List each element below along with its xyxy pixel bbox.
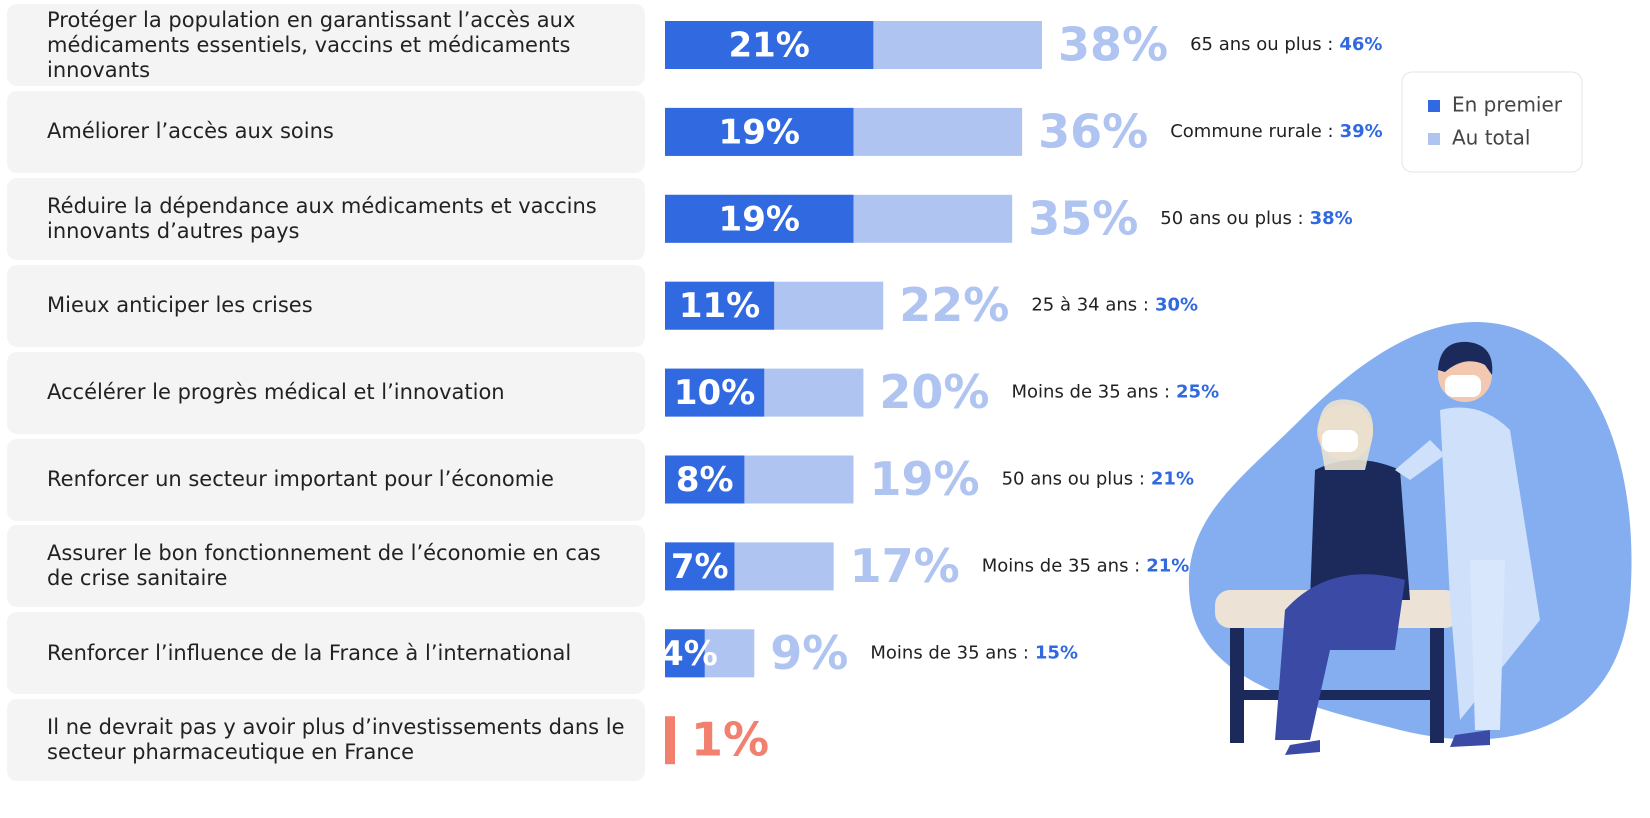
highlight-value: 21% <box>1151 469 1194 490</box>
first-value-label: 7% <box>671 547 729 587</box>
row-label-box: Mieux anticiper les crises <box>7 264 645 347</box>
category-label: Renforcer l’influence de la France à l’i… <box>47 640 572 665</box>
bar-first <box>665 107 854 156</box>
row-label-box: Renforcer un secteur important pour l’éc… <box>7 438 645 521</box>
highlight-label: 50 ans ou plus : <box>1160 208 1303 229</box>
row-label-box: Renforcer l’influence de la France à l’i… <box>7 612 645 695</box>
highlight-label: Commune rurale : <box>1170 121 1333 142</box>
highlight-label: 65 ans ou plus : <box>1190 34 1333 55</box>
illustration <box>1188 322 1632 755</box>
bar-first <box>665 21 874 69</box>
highlight-label: Moins de 35 ans : <box>982 555 1141 576</box>
highlight-value: 39% <box>1340 121 1383 142</box>
category-label: Il ne devrait pas y avoir plus d’investi… <box>47 715 625 765</box>
first-value-label: 21% <box>728 26 809 66</box>
bar-first <box>665 368 765 417</box>
legend-swatch <box>1428 100 1440 112</box>
first-value-label: 10% <box>674 373 755 413</box>
bar-first <box>665 542 735 591</box>
row-label-box: Il ne devrait pas y avoir plus d’investi… <box>7 699 645 782</box>
highlight-label: 25 à 34 ans : <box>1031 295 1149 316</box>
bar-total <box>665 716 675 765</box>
category-label: Assurer le bon fonctionnement de l’écono… <box>47 541 601 591</box>
category-label: Réduire la dépendance aux médicaments et… <box>47 193 597 243</box>
bar-first <box>665 455 745 504</box>
category-label: Renforcer un secteur important pour l’éc… <box>47 467 554 491</box>
highlight-label: Moins de 35 ans : <box>870 642 1029 663</box>
legend-box <box>1401 71 1583 173</box>
highlight-value: 21% <box>1146 555 1189 576</box>
legend-label: Au total <box>1452 126 1530 150</box>
category-label: Mieux anticiper les crises <box>47 293 313 318</box>
total-value-label: 35% <box>1028 191 1138 245</box>
total-value-label: 20% <box>879 365 989 419</box>
bar-first <box>665 629 705 678</box>
row-label-box: Améliorer l’accès aux soins <box>7 90 645 173</box>
first-value-label: 11% <box>679 286 760 326</box>
bar-first <box>665 281 775 330</box>
first-value-label: 4% <box>660 634 718 674</box>
first-value-label: 8% <box>676 460 734 500</box>
highlight-value: 30% <box>1155 295 1198 316</box>
category-label: Accélérer le progrès médical et l’innova… <box>47 380 505 405</box>
total-value-label: 9% <box>770 626 848 680</box>
total-value-label: 38% <box>1058 18 1168 72</box>
total-value-label: 1% <box>691 713 769 767</box>
highlight-value: 46% <box>1339 34 1382 55</box>
total-value-label: 22% <box>899 278 1009 332</box>
bar-first <box>665 194 854 243</box>
row-label-box: Accélérer le progrès médical et l’innova… <box>7 351 645 434</box>
highlight-value: 25% <box>1176 382 1219 403</box>
legend-label: En premier <box>1452 93 1563 117</box>
row-label-box: Réduire la dépendance aux médicaments et… <box>7 177 645 260</box>
first-value-label: 19% <box>719 112 800 152</box>
total-value-label: 19% <box>869 452 979 506</box>
legend-swatch <box>1428 133 1440 145</box>
row-label-box: Protéger la population en garantissant l… <box>7 4 645 86</box>
category-label: Améliorer l’accès aux soins <box>47 119 334 144</box>
category-label: Protéger la population en garantissant l… <box>47 7 576 82</box>
highlight-value: 38% <box>1310 208 1353 229</box>
highlight-label: Moins de 35 ans : <box>1012 382 1171 403</box>
total-value-label: 36% <box>1038 104 1148 158</box>
total-value-label: 17% <box>850 539 960 593</box>
row-label-box: Assurer le bon fonctionnement de l’écono… <box>7 525 645 608</box>
first-value-label: 19% <box>719 199 800 239</box>
highlight-label: 50 ans ou plus : <box>1002 469 1145 490</box>
highlight-value: 15% <box>1035 642 1078 663</box>
